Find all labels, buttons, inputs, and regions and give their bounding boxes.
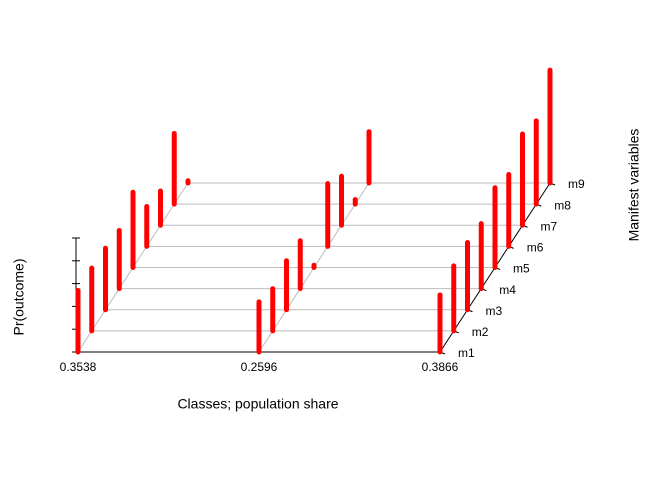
x-tick-label: 0.3538 bbox=[60, 360, 97, 374]
y-tick-label: m4 bbox=[499, 283, 516, 297]
y-tick-label: m6 bbox=[527, 241, 544, 255]
y-tick-label: m8 bbox=[554, 198, 571, 212]
y-axis-title: Manifest variables bbox=[626, 129, 642, 242]
y-tick-label: m5 bbox=[513, 262, 530, 276]
y-tick-label: m9 bbox=[568, 177, 585, 191]
y-tick-label: m2 bbox=[472, 325, 489, 339]
y-tick-label: m1 bbox=[458, 346, 475, 360]
x-axis-title: Classes; population share bbox=[177, 396, 338, 412]
y-tick-label: m7 bbox=[541, 219, 558, 233]
x-tick-label: 0.2596 bbox=[241, 360, 278, 374]
x-tick-label: 0.3866 bbox=[422, 360, 459, 374]
y-tick-label: m3 bbox=[486, 304, 503, 318]
z-axis-title: Pr(outcome) bbox=[11, 258, 27, 335]
